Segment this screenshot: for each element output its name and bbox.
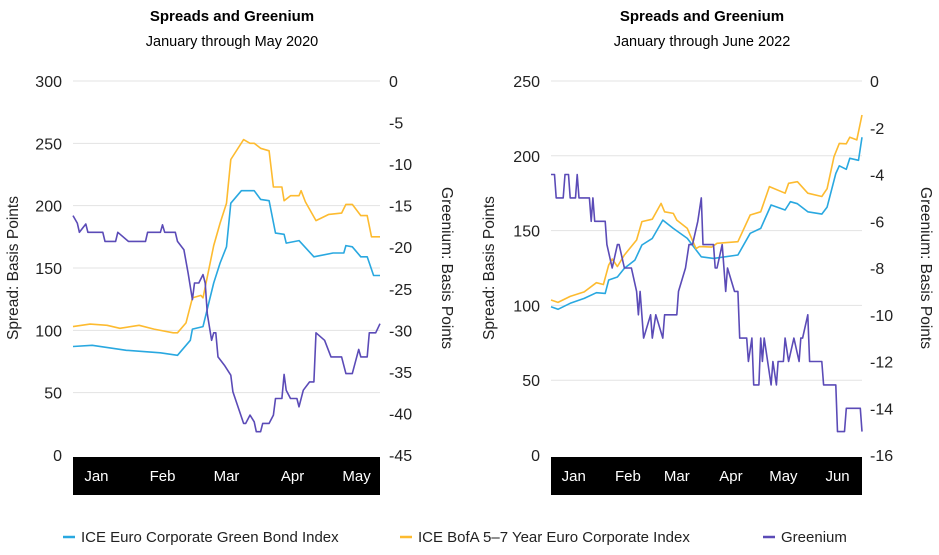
y-tick-label: 300 [35,74,62,91]
y2-tick-label: -10 [389,157,412,174]
y2-tick-label: -10 [870,308,893,325]
y-tick-label: 200 [513,149,540,166]
y2-tick-label: -35 [389,365,412,382]
y-axis-label: Spread: Basis Points [481,196,498,340]
y-tick-label: 50 [44,386,62,403]
y2-tick-label: -30 [389,323,412,340]
y2-tick-label: -45 [389,448,412,465]
y-tick-label: 100 [35,323,62,340]
y2-tick-label: -5 [389,116,403,133]
series-line-greenium [72,215,381,433]
series-line-ice-euro-corporate-green-bond-index [550,137,863,311]
y-tick-label: 150 [35,261,62,278]
legend-label: Greenium [781,529,847,546]
chart-subtitle: January through June 2022 [614,34,791,50]
y2-tick-label: -20 [389,240,412,257]
legend-label: ICE BofA 5–7 Year Euro Corporate Index [418,529,690,546]
chart-title: Spreads and Greenium [620,8,784,25]
series-line-ice-bofa-5-7-year-euro-corporate-index [550,114,863,304]
y-tick-label: 100 [513,298,540,315]
x-tick-label: May [342,468,371,485]
x-tick-label: Mar [214,468,240,485]
y2-tick-label: -14 [870,401,893,418]
y2-axis-label: Greenium: Basis Points [917,187,934,349]
series-line-greenium [551,173,863,433]
x-tick-label: Mar [664,468,690,485]
chart-2: Spreads and Greenium January through June… [481,8,934,495]
x-tick-label: Feb [615,468,641,485]
y2-tick-label: -16 [870,448,893,465]
x-tick-label: May [769,468,798,485]
y2-tick-label: -12 [870,355,893,372]
y-axis-label: Spread: Basis Points [5,196,22,340]
y2-axis-label: Greenium: Basis Points [438,187,455,349]
y-tick-label: 50 [522,373,540,390]
y-tick-label: 250 [35,136,62,153]
y-tick-label: 150 [513,224,540,241]
y2-tick-label: -15 [389,199,412,216]
legend: ICE Euro Corporate Green Bond Index ICE B… [63,529,847,546]
y2-tick-label: -6 [870,214,884,231]
y2-tick-label: -25 [389,282,412,299]
y2-tick-label: -8 [870,261,884,278]
y-tick-label: 250 [513,74,540,91]
series-line-ice-bofa-5-7-year-euro-corporate-index [72,138,380,334]
chart-title: Spreads and Greenium [150,8,314,25]
chart-1: Spreads and Greenium January through May … [5,8,455,495]
x-tick-label: Apr [719,468,742,485]
month-band [551,457,862,495]
x-tick-label: Feb [150,468,176,485]
y-tick-label: 0 [53,448,62,465]
x-tick-label: Jan [84,468,108,485]
y2-tick-label: 0 [389,74,398,91]
y2-tick-label: 0 [870,74,879,91]
y-tick-label: 200 [35,199,62,216]
series-line-ice-euro-corporate-green-bond-index [72,189,380,357]
chart-subtitle: January through May 2020 [146,34,319,50]
x-tick-label: Jun [825,468,849,485]
y2-tick-label: -40 [389,406,412,423]
x-tick-label: Apr [281,468,304,485]
legend-label: ICE Euro Corporate Green Bond Index [81,529,339,546]
month-band [73,457,380,495]
x-tick-label: Jan [562,468,586,485]
y-tick-label: 0 [531,448,540,465]
y2-tick-label: -2 [870,121,884,138]
y2-tick-label: -4 [870,168,884,185]
